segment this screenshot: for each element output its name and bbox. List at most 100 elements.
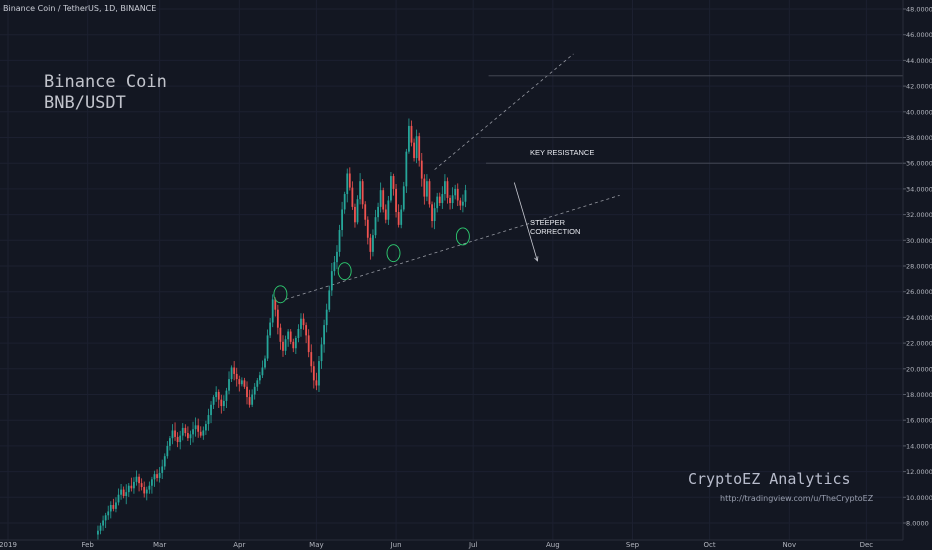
symbol-header[interactable]: Binance Coin / TetherUS, 1D, BINANCE xyxy=(3,4,157,13)
candle-body xyxy=(135,476,138,482)
candle xyxy=(187,426,189,441)
candle xyxy=(199,426,202,438)
candle-body xyxy=(179,435,182,443)
candle xyxy=(410,120,413,147)
candle xyxy=(248,389,251,408)
candle xyxy=(192,421,194,443)
candle xyxy=(372,229,374,257)
candle-body xyxy=(199,431,202,436)
candle-body xyxy=(138,476,140,484)
candle-body xyxy=(235,373,238,380)
candle-body xyxy=(253,386,256,395)
candle xyxy=(384,204,387,224)
candle xyxy=(151,476,153,494)
candle-body xyxy=(145,489,148,494)
time-tick-label: Apr xyxy=(233,541,245,549)
candle xyxy=(379,182,382,213)
price-tick-label: 16.0000 xyxy=(906,417,932,425)
candle xyxy=(179,430,182,450)
candle-body xyxy=(115,502,117,509)
time-tick-label: Jun xyxy=(390,541,402,549)
candle-body xyxy=(104,515,107,521)
candle-body xyxy=(274,299,277,310)
candle xyxy=(261,360,264,379)
candle xyxy=(297,324,300,343)
correction-label-line1: STEEPER xyxy=(530,218,566,227)
candle-body xyxy=(390,176,392,201)
candle xyxy=(454,184,457,200)
candle xyxy=(395,184,397,218)
candle-body xyxy=(369,237,372,252)
candle xyxy=(451,187,454,209)
candle-body xyxy=(169,438,171,446)
candle xyxy=(258,371,261,385)
candle xyxy=(282,335,284,357)
candle-body xyxy=(405,151,408,187)
candle xyxy=(359,173,361,205)
trend-overlay xyxy=(285,53,903,300)
price-tick-label: 10.0000 xyxy=(906,494,932,502)
candle-body xyxy=(408,125,410,152)
candle-body xyxy=(323,325,326,345)
candle xyxy=(356,195,359,225)
candle-body xyxy=(251,394,254,405)
candle-body xyxy=(436,196,439,209)
lower-channel-line xyxy=(285,194,620,300)
candle xyxy=(207,408,210,431)
price-tick-label: 30.0000 xyxy=(906,237,932,245)
price-tick-label: 24.0000 xyxy=(906,314,932,322)
candle-body xyxy=(210,404,212,416)
candle xyxy=(441,186,444,209)
candle xyxy=(253,383,256,400)
candle xyxy=(307,329,310,358)
candle-body xyxy=(366,219,369,238)
candle xyxy=(169,435,171,451)
candle-body xyxy=(97,530,99,535)
candle xyxy=(428,178,431,208)
candle-body xyxy=(192,429,194,435)
candle-body xyxy=(217,391,220,400)
candle-body xyxy=(156,474,158,479)
candle-body xyxy=(413,142,415,159)
touch-circles xyxy=(273,227,470,304)
candle xyxy=(171,424,174,445)
candle xyxy=(461,194,464,213)
candle xyxy=(202,426,205,440)
candle xyxy=(402,181,405,212)
candle-body xyxy=(212,397,215,405)
candle-body xyxy=(276,309,279,328)
candle xyxy=(330,262,333,296)
candle xyxy=(310,344,313,373)
candle xyxy=(233,361,236,381)
candle-body xyxy=(300,318,302,329)
candle-body xyxy=(287,331,290,340)
candle xyxy=(346,168,349,203)
candle xyxy=(184,424,187,437)
candle xyxy=(176,432,179,448)
candle-body xyxy=(158,472,161,479)
candle-body xyxy=(415,136,418,159)
candle-body xyxy=(346,173,349,195)
price-tick-label: 40.0000 xyxy=(906,108,932,116)
candle-body xyxy=(243,380,246,387)
candle xyxy=(174,422,176,441)
candle-body xyxy=(312,366,315,381)
time-axis[interactable]: 2019 Feb Mar Apr May Jun Jul Aug Sep Oct Nov Dec xyxy=(0,539,903,549)
candle-body xyxy=(341,209,343,231)
candle-body xyxy=(441,194,444,204)
price-axis[interactable]: 8.0000 10.0000 12.0000 14.0000 16.0000 18.000… xyxy=(902,0,932,540)
candle-body xyxy=(354,206,356,223)
candle xyxy=(163,453,166,470)
candle xyxy=(143,481,146,498)
candle-body xyxy=(187,433,189,439)
candle xyxy=(133,477,135,494)
candle-body xyxy=(330,271,333,291)
candle-body xyxy=(248,397,251,405)
candle xyxy=(397,204,400,228)
candle xyxy=(138,473,140,492)
candle-body xyxy=(289,331,292,342)
candle xyxy=(387,195,390,225)
candle xyxy=(148,481,151,494)
